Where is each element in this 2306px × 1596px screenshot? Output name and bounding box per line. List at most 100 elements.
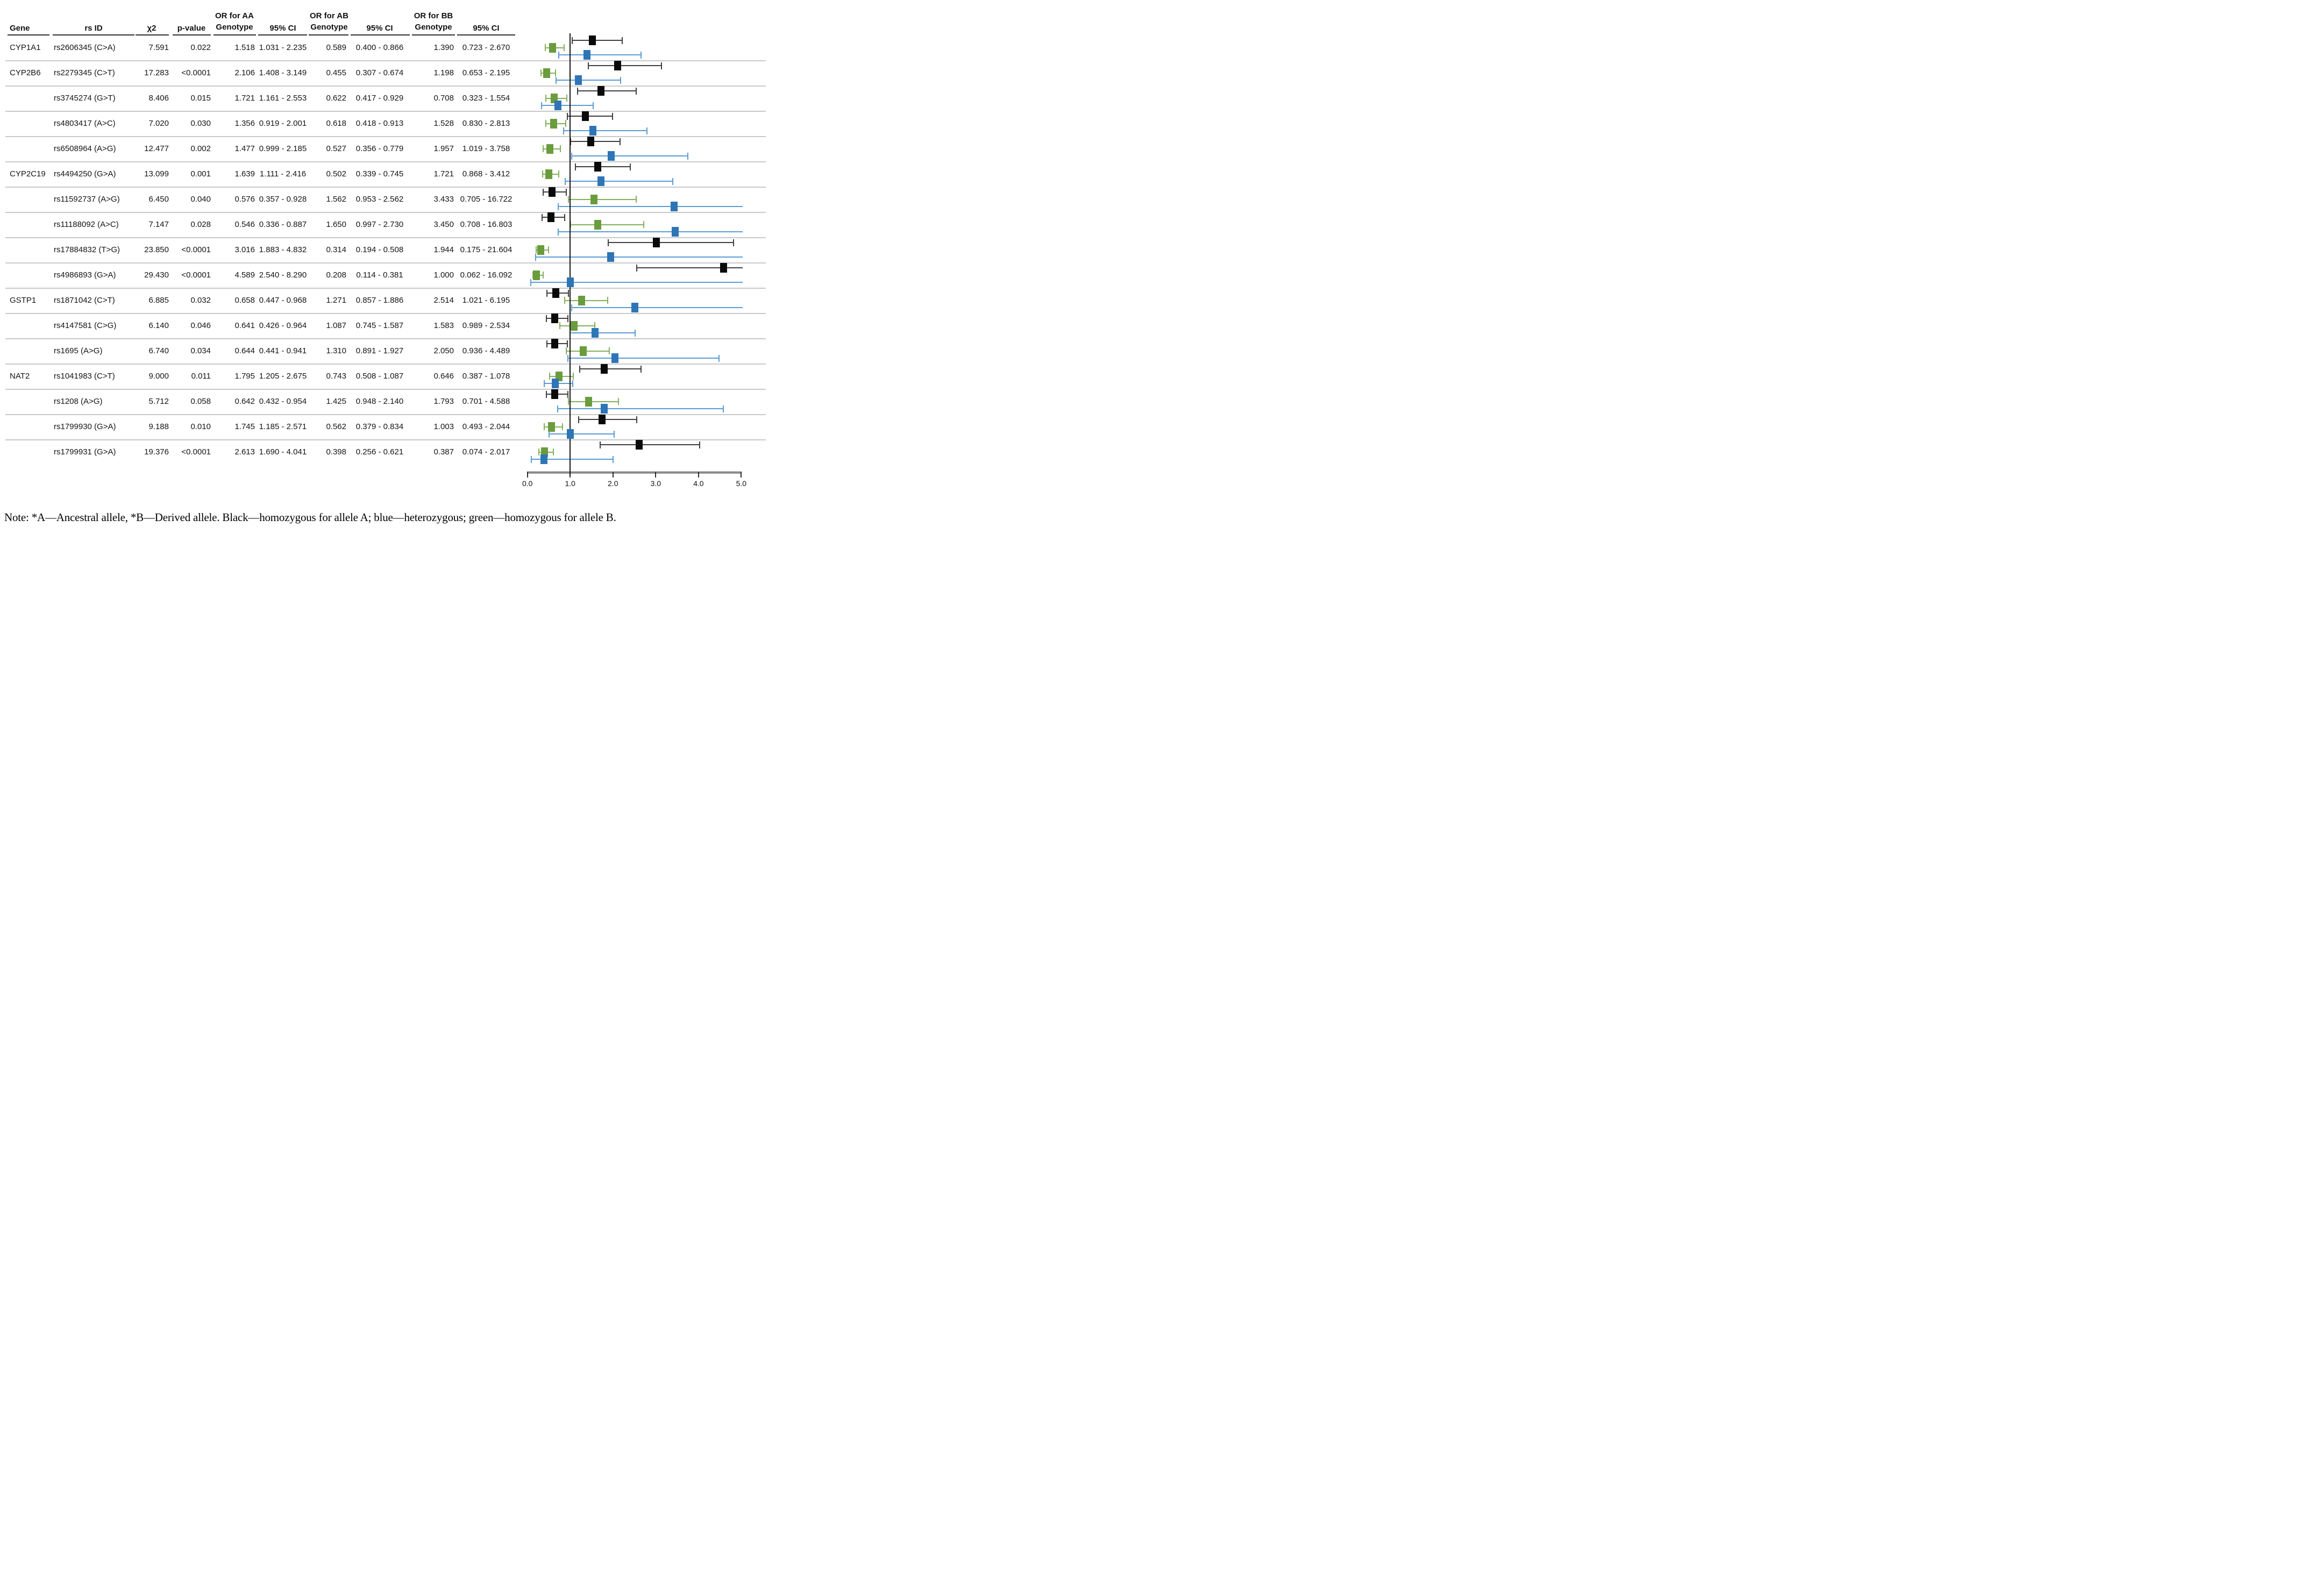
cell-ci-aa: 0.432 - 0.954 (259, 397, 307, 407)
error-bar-cap-right-ab (607, 297, 608, 304)
cell-rs-id: rs2279345 (C>T) (54, 68, 115, 78)
table-row: GSTP1 rs1871042 (C>T) 6.885 0.032 0.658 0.447… (0, 288, 768, 313)
cell-p-value: 0.040 (190, 195, 211, 204)
cell-or-bb: 3.450 (433, 220, 454, 230)
cell-or-bb: 3.433 (433, 195, 454, 204)
cell-or-ab: 1.087 (326, 321, 346, 331)
cell-ci-ab: 0.400 - 0.866 (355, 43, 404, 53)
error-bar-cap-left-bb (571, 304, 572, 311)
error-bar-cap-left-aa (608, 239, 609, 246)
header-or-bb-genotype: OR for BB Genotype (414, 11, 453, 32)
error-bar-cap-left-bb (557, 405, 559, 412)
error-bar-line-aa (577, 90, 637, 92)
error-bar-cap-left-ab (536, 246, 537, 254)
cell-p-value: 0.015 (190, 94, 211, 103)
cell-ci-aa: 1.883 - 4.832 (259, 245, 307, 255)
error-bar-cap-left-aa (571, 37, 573, 44)
error-bar-line-aa (636, 267, 743, 269)
error-bar-cap-left-bb (564, 177, 566, 185)
cell-ci-ab: 0.857 - 1.886 (355, 296, 404, 305)
table-row: rs3745274 (G>T) 8.406 0.015 1.721 1.161 - 2.… (0, 86, 768, 111)
cell-rs-id: rs4986893 (G>A) (54, 270, 116, 280)
cell-ci-aa: 0.336 - 0.887 (259, 220, 307, 230)
cell-ci-bb: 1.021 - 6.195 (462, 296, 510, 305)
cell-rs-id: rs1799930 (G>A) (54, 422, 116, 432)
error-bar-cap-right-bb (593, 102, 594, 109)
error-bar-aa (570, 138, 621, 145)
error-bar-cap-left-bb (544, 380, 545, 387)
header-underline-gene (8, 34, 49, 35)
error-bar-cap-right-ab (559, 145, 561, 153)
row-separator (5, 136, 766, 138)
cell-or-ab: 1.562 (326, 195, 346, 204)
error-bar-cap-left-aa (636, 264, 637, 272)
forest-marker-bb (551, 379, 559, 389)
cell-rs-id: rs1041983 (C>T) (54, 372, 115, 381)
cell-ci-aa: 2.540 - 8.290 (259, 270, 307, 280)
error-bar-cap-left-aa (578, 416, 579, 423)
error-bar-cap-left-bb (563, 127, 564, 134)
error-bar-line-bb (555, 80, 622, 81)
cell-or-aa: 0.658 (234, 296, 255, 305)
error-bar-line-aa (575, 166, 631, 168)
error-bar-cap-left-ab (545, 120, 546, 127)
cell-or-aa: 0.644 (234, 346, 255, 356)
forest-plot-figure: Gene rs ID χ2 p-value OR for AA Genotype… (0, 0, 768, 532)
table-row: rs1799930 (G>A) 9.188 0.010 1.745 1.185 - 2.… (0, 414, 768, 439)
error-bar-cap-right-bb (646, 127, 648, 134)
cell-or-aa: 2.613 (234, 447, 255, 457)
cell-ci-ab: 0.379 - 0.834 (355, 422, 404, 432)
error-bar-cap-left-bb (535, 253, 536, 261)
error-bar-cap-left-aa (566, 112, 568, 120)
cell-chi2: 17.283 (144, 68, 169, 78)
error-bar-cap-left-bb (571, 152, 572, 160)
error-bar-line-aa (587, 65, 663, 67)
cell-ci-ab: 0.114 - 0.381 (356, 270, 403, 280)
error-bar-cap-right-ab (543, 272, 544, 279)
cell-ci-ab: 0.745 - 1.587 (355, 321, 404, 331)
error-bar-bb (558, 228, 743, 236)
x-axis-tick (526, 472, 528, 478)
error-bar-cap-left-bb (558, 51, 560, 59)
error-bar-line-bb (557, 206, 743, 208)
error-bar-cap-left-aa (543, 188, 544, 196)
error-bar-cap-right-ab (565, 120, 567, 127)
error-bar-aa (566, 112, 613, 120)
cell-ci-ab: 0.953 - 2.562 (355, 195, 404, 204)
x-axis-tick-label: 4.0 (693, 479, 704, 488)
error-bar-bb (570, 329, 636, 337)
cell-or-aa: 1.795 (234, 372, 255, 381)
row-separator (5, 237, 766, 239)
x-axis-tick (655, 472, 657, 478)
row-separator (5, 414, 766, 416)
error-bar-cap-right-aa (699, 441, 701, 448)
cell-ci-bb: 0.705 - 16.722 (460, 195, 513, 204)
error-bar-aa (608, 239, 734, 246)
row-separator (5, 60, 766, 62)
cell-ci-aa: 0.447 - 0.968 (259, 296, 307, 305)
error-bar-bb (535, 253, 743, 261)
cell-or-ab: 0.502 (326, 169, 346, 179)
table-row: rs4986893 (G>A) 29.430 <0.0001 4.589 2.540 -… (0, 262, 768, 288)
forest-marker-ab (578, 295, 586, 305)
row-separator (5, 111, 766, 112)
x-axis-line (527, 472, 742, 474)
error-bar-cap-left-aa (577, 87, 579, 95)
forest-marker-ab (570, 320, 578, 331)
forest-marker-aa (597, 86, 605, 96)
cell-ci-aa: 1.111 - 2.416 (259, 169, 307, 179)
cell-rs-id: rs4147581 (C>G) (54, 321, 117, 331)
cell-ci-bb: 0.723 - 2.670 (462, 43, 510, 53)
error-bar-cap-right-bb (614, 430, 615, 438)
table-row: rs17884832 (T>G) 23.850 <0.0001 3.016 1.883 … (0, 237, 768, 262)
cell-or-ab: 0.398 (326, 447, 346, 457)
error-bar-cap-left-ab (564, 297, 565, 304)
error-bar-line-bb (544, 383, 574, 384)
error-bar-cap-right-aa (566, 188, 567, 196)
table-row: rs4147581 (C>G) 6.140 0.046 0.641 0.426 - 0.… (0, 313, 768, 338)
forest-marker-bb (631, 303, 639, 313)
error-bar-ab (568, 398, 619, 405)
cell-or-ab: 0.622 (326, 94, 346, 103)
error-bar-cap-right-ab (617, 398, 619, 405)
forest-marker-ab (543, 68, 551, 78)
